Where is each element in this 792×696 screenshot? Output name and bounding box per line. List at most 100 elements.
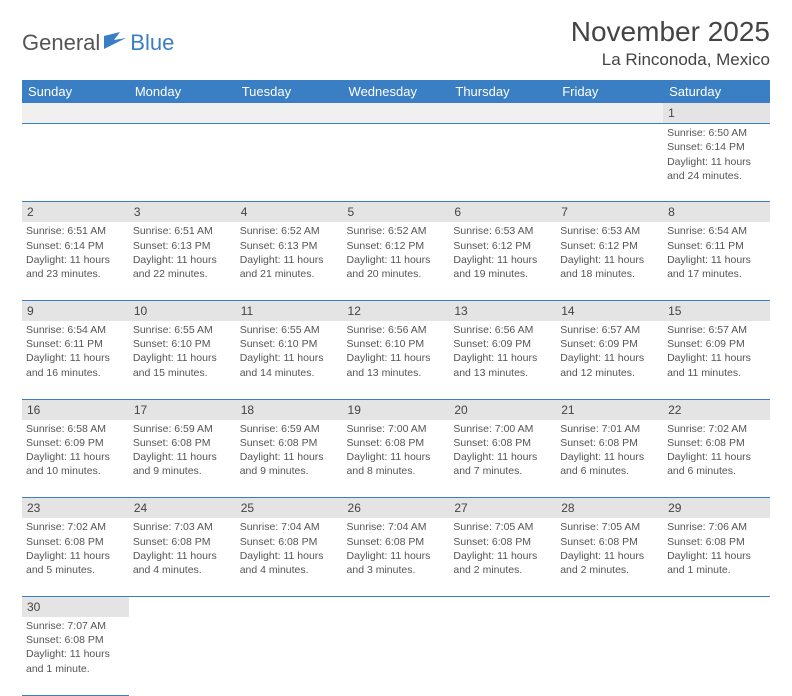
day-number-cell: 27: [449, 498, 556, 519]
sunrise-line: Sunrise: 6:51 AM: [26, 224, 125, 238]
daylight-line: Daylight: 11 hours and 1 minute.: [26, 647, 125, 675]
day-number-cell: 25: [236, 498, 343, 519]
sunset-line: Sunset: 6:08 PM: [26, 633, 125, 647]
empty-cell: 1: [663, 103, 770, 124]
sunrise-line: Sunrise: 6:54 AM: [26, 323, 125, 337]
day-number-cell: 4: [236, 202, 343, 223]
sunrise-line: Sunrise: 7:04 AM: [347, 520, 446, 534]
day-detail-row: Sunrise: 6:58 AMSunset: 6:09 PM Daylight:…: [22, 420, 770, 498]
daylight-line: Daylight: 11 hours and 13 minutes.: [453, 351, 552, 379]
daylight-line: Daylight: 11 hours and 4 minutes.: [133, 549, 232, 577]
day-detail-cell: Sunrise: 6:59 AMSunset: 6:08 PMDaylight:…: [129, 420, 236, 498]
day-number-cell: 17: [129, 399, 236, 420]
sunset-line: Sunset: 6:13 PM: [240, 239, 339, 253]
empty-cell: [22, 103, 129, 124]
daylight-line: Daylight: 11 hours and 5 minutes.: [26, 549, 125, 577]
day-detail-cell: Sunrise: 6:56 AMSunset: 6:10 PMDaylight:…: [343, 321, 450, 399]
day-detail-cell: [556, 617, 663, 695]
sunset-line: Sunset: 6:08 PM: [560, 535, 659, 549]
day-detail-cell: Sunrise: 6:51 AMSunset: 6:13 PMDaylight:…: [129, 222, 236, 300]
daylight-line: Daylight: 11 hours and 15 minutes.: [133, 351, 232, 379]
sunset-line: Sunset: 6:12 PM: [560, 239, 659, 253]
logo: General Blue: [22, 16, 174, 56]
daylight-line: Daylight: 11 hours and 18 minutes.: [560, 253, 659, 281]
day-number-cell: 9: [22, 300, 129, 321]
daylight-line: Daylight: 11 hours and 13 minutes.: [347, 351, 446, 379]
sunset-line: Sunset: 6:08 PM: [453, 436, 552, 450]
daylight-line: Daylight: 11 hours and 2 minutes.: [560, 549, 659, 577]
daylight-line: Daylight: 11 hours and 11 minutes.: [667, 351, 766, 379]
sunrise-line: Sunrise: 6:58 AM: [26, 422, 125, 436]
day-detail-cell: [236, 617, 343, 695]
sunrise-line: Sunrise: 7:02 AM: [667, 422, 766, 436]
logo-text-blue: Blue: [130, 30, 174, 56]
sunrise-line: Sunrise: 6:56 AM: [453, 323, 552, 337]
daylight-line: Daylight: 11 hours and 23 minutes.: [26, 253, 125, 281]
day-detail-cell: [22, 124, 129, 202]
day-detail-row: Sunrise: 6:51 AMSunset: 6:14 PMDaylight:…: [22, 222, 770, 300]
day-number-cell: [449, 596, 556, 617]
sunset-line: Sunset: 6:08 PM: [560, 436, 659, 450]
weekday-header: Sunday: [22, 80, 129, 103]
day-number-cell: 5: [343, 202, 450, 223]
sunrise-line: Sunrise: 6:56 AM: [347, 323, 446, 337]
sunrise-line: Sunrise: 6:52 AM: [347, 224, 446, 238]
day-number-row: 23242526272829: [22, 498, 770, 519]
day-detail-cell: Sunrise: 6:53 AMSunset: 6:12 PMDaylight:…: [449, 222, 556, 300]
sunrise-line: Sunrise: 6:59 AM: [133, 422, 232, 436]
day-detail-cell: [129, 124, 236, 202]
sunset-line: Sunset: 6:09 PM: [453, 337, 552, 351]
day-detail-cell: Sunrise: 7:05 AMSunset: 6:08 PMDaylight:…: [449, 518, 556, 596]
day-detail-cell: [449, 617, 556, 695]
day-detail-cell: Sunrise: 7:03 AMSunset: 6:08 PMDaylight:…: [129, 518, 236, 596]
day-number-cell: 7: [556, 202, 663, 223]
daylight-line: Daylight: 11 hours and 24 minutes.: [667, 155, 766, 183]
day-detail-cell: Sunrise: 7:04 AMSunset: 6:08 PMDaylight:…: [343, 518, 450, 596]
daylight-line: Daylight: 11 hours and 22 minutes.: [133, 253, 232, 281]
sunset-line: Sunset: 6:08 PM: [26, 535, 125, 549]
sunset-line: Sunset: 6:09 PM: [26, 436, 125, 450]
day-number-cell: 10: [129, 300, 236, 321]
day-detail-cell: Sunrise: 6:52 AMSunset: 6:12 PMDaylight:…: [343, 222, 450, 300]
sunrise-line: Sunrise: 7:05 AM: [560, 520, 659, 534]
sunrise-line: Sunrise: 6:57 AM: [667, 323, 766, 337]
day-detail-cell: Sunrise: 6:52 AMSunset: 6:13 PMDaylight:…: [236, 222, 343, 300]
empty-cell: [343, 103, 450, 124]
day-number-cell: 15: [663, 300, 770, 321]
sunset-line: Sunset: 6:08 PM: [667, 436, 766, 450]
day-number-cell: 14: [556, 300, 663, 321]
sunset-line: Sunset: 6:08 PM: [347, 535, 446, 549]
sunset-line: Sunset: 6:08 PM: [240, 436, 339, 450]
day-detail-cell: [663, 617, 770, 695]
day-detail-cell: [236, 124, 343, 202]
logo-text-general: General: [22, 30, 100, 56]
day-detail-cell: [343, 124, 450, 202]
day-number-cell: [663, 596, 770, 617]
sunrise-line: Sunrise: 7:04 AM: [240, 520, 339, 534]
sunset-line: Sunset: 6:13 PM: [133, 239, 232, 253]
daylight-line: Daylight: 11 hours and 6 minutes.: [560, 450, 659, 478]
day-number-row: 16171819202122: [22, 399, 770, 420]
sunrise-line: Sunrise: 6:55 AM: [240, 323, 339, 337]
sunset-line: Sunset: 6:10 PM: [240, 337, 339, 351]
day-number-row: 2345678: [22, 202, 770, 223]
day-number-cell: 23: [22, 498, 129, 519]
day-number-cell: 19: [343, 399, 450, 420]
sunset-line: Sunset: 6:09 PM: [667, 337, 766, 351]
empty-cell: [236, 103, 343, 124]
header: General Blue November 2025 La Rinconoda,…: [22, 16, 770, 70]
day-number-cell: 20: [449, 399, 556, 420]
day-number-cell: 3: [129, 202, 236, 223]
sunrise-line: Sunrise: 6:54 AM: [667, 224, 766, 238]
sunset-line: Sunset: 6:12 PM: [347, 239, 446, 253]
sunrise-line: Sunrise: 7:02 AM: [26, 520, 125, 534]
sunrise-line: Sunrise: 7:00 AM: [347, 422, 446, 436]
day-detail-cell: Sunrise: 6:58 AMSunset: 6:09 PMDaylight:…: [22, 420, 129, 498]
sunset-line: Sunset: 6:14 PM: [667, 140, 766, 154]
day-number-row: 30: [22, 596, 770, 617]
daylight-line: Daylight: 11 hours and 3 minutes.: [347, 549, 446, 577]
sunset-line: Sunset: 6:08 PM: [347, 436, 446, 450]
flag-icon: [104, 32, 126, 55]
sunset-line: Sunset: 6:09 PM: [560, 337, 659, 351]
day-number-cell: 30: [22, 596, 129, 617]
